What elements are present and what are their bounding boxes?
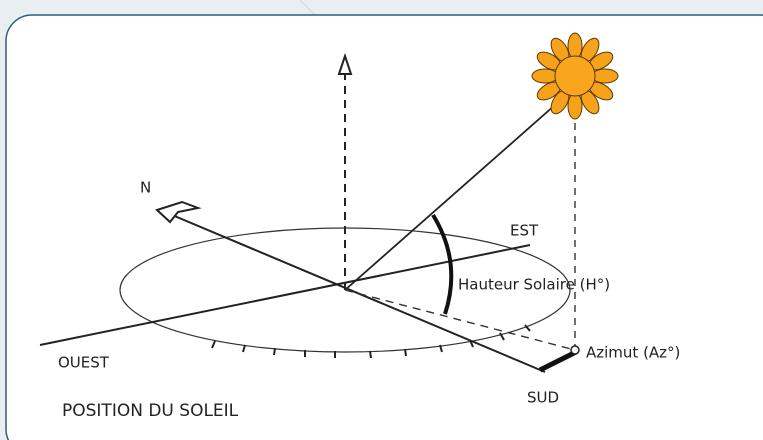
azimuth-arc xyxy=(538,349,578,373)
azimuth-point xyxy=(570,345,580,355)
sun-ray xyxy=(344,104,556,291)
north-label: N xyxy=(140,179,151,197)
diagram-title: POSITION DU SOLEIL xyxy=(62,401,239,421)
panel xyxy=(5,14,763,440)
azimuth-label: Azimut (Az°) xyxy=(586,344,680,362)
sun xyxy=(531,32,619,120)
north-arrow xyxy=(155,200,202,224)
azimuth-line xyxy=(344,289,576,351)
south-label: SUD xyxy=(527,389,559,407)
west-label: OUEST xyxy=(58,354,110,372)
altitude-label: Hauteur Solaire (H°) xyxy=(458,276,610,294)
east-label: EST xyxy=(510,222,539,240)
zenith-arrow xyxy=(337,52,353,75)
ellipse-ticks xyxy=(211,324,531,359)
north-south-axis xyxy=(164,211,546,373)
altitude-arc xyxy=(431,213,454,315)
